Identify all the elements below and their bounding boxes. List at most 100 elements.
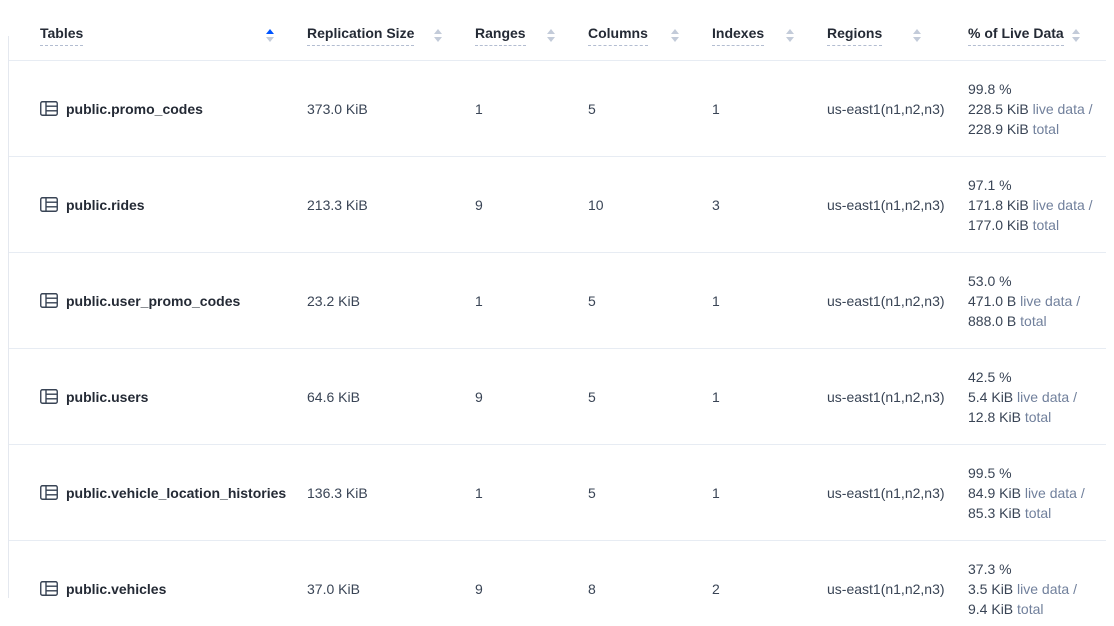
- live-data-percent: 37.3 %: [968, 560, 1012, 577]
- total-data-suffix: total: [1024, 408, 1052, 425]
- indexes-cell: 3: [703, 156, 818, 253]
- total-data-suffix: total: [1024, 504, 1052, 521]
- live-data-size-line: 228.5 KiB live data /: [968, 99, 1093, 119]
- database-tables-table: Tables Replication Size Ranges: [8, 10, 1106, 626]
- table-name-link[interactable]: public.rides: [66, 196, 145, 213]
- live-data-suffix: live data /: [1024, 484, 1085, 501]
- live-data-size-line: 84.9 KiB live data /: [968, 483, 1085, 503]
- live-data-cell: 42.5 % 5.4 KiB live data / 12.8 KiB tota…: [945, 348, 1106, 445]
- live-data-size: 3.5 KiB: [968, 580, 1014, 597]
- live-data-suffix: live data /: [1032, 100, 1093, 117]
- total-data-size: 228.9 KiB: [968, 120, 1029, 137]
- total-data-size-line: 888.0 B total: [968, 311, 1076, 331]
- live-data-cell: 97.1 % 171.8 KiB live data / 177.0 KiB t…: [945, 156, 1106, 253]
- column-header-tables[interactable]: Tables: [8, 10, 298, 61]
- live-data-size: 471.0 B: [968, 292, 1017, 309]
- columns-cell: 5: [579, 348, 703, 445]
- live-data-percent: 99.8 %: [968, 80, 1012, 97]
- total-data-suffix: total: [1032, 216, 1060, 233]
- total-data-size: 85.3 KiB: [968, 504, 1021, 521]
- live-data-size: 5.4 KiB: [968, 388, 1014, 405]
- table-row[interactable]: public.user_promo_codes 23.2 KiB 1 5 1 u…: [8, 252, 1106, 349]
- table-name-cell: public.users: [8, 348, 298, 445]
- live-data-size-line: 471.0 B live data /: [968, 291, 1080, 311]
- columns-cell: 5: [579, 444, 703, 541]
- column-header-replication-size-label: Replication Size: [307, 25, 415, 46]
- column-header-live-data-label: % of Live Data: [968, 25, 1064, 46]
- sort-arrows-icon[interactable]: [786, 28, 794, 42]
- column-header-indexes[interactable]: Indexes: [703, 10, 818, 61]
- database-tables-page: Tables Replication Size Ranges: [0, 10, 1114, 626]
- replication-size-cell: 373.0 KiB: [298, 60, 466, 157]
- column-header-columns[interactable]: Columns: [579, 10, 703, 61]
- ranges-cell: 1: [466, 60, 579, 157]
- indexes-cell: 1: [703, 60, 818, 157]
- live-data-cell: 37.3 % 3.5 KiB live data / 9.4 KiB total: [945, 540, 1106, 626]
- column-header-ranges[interactable]: Ranges: [466, 10, 579, 61]
- ranges-cell: 1: [466, 252, 579, 349]
- table-grid-icon: [40, 101, 58, 116]
- indexes-cell: 1: [703, 444, 818, 541]
- regions-cell: us-east1(n1,n2,n3): [818, 444, 945, 541]
- columns-cell: 5: [579, 60, 703, 157]
- live-data-suffix: live data /: [1032, 196, 1093, 213]
- indexes-cell: 1: [703, 348, 818, 445]
- total-data-size: 9.4 KiB: [968, 600, 1014, 617]
- sort-arrows-icon[interactable]: [266, 28, 274, 42]
- table-name-link[interactable]: public.vehicles: [66, 580, 167, 597]
- live-data-size: 171.8 KiB: [968, 196, 1029, 213]
- live-data-percent: 53.0 %: [968, 272, 1012, 289]
- column-header-ranges-label: Ranges: [475, 25, 526, 46]
- table-grid-icon: [40, 197, 58, 212]
- table-name-cell: public.rides: [8, 156, 298, 253]
- regions-cell: us-east1(n1,n2,n3): [818, 348, 945, 445]
- replication-size-cell: 213.3 KiB: [298, 156, 466, 253]
- regions-cell: us-east1(n1,n2,n3): [818, 540, 945, 626]
- table-row[interactable]: public.vehicle_location_histories 136.3 …: [8, 444, 1106, 541]
- indexes-cell: 1: [703, 252, 818, 349]
- sort-arrows-icon[interactable]: [913, 28, 921, 42]
- table-name-link[interactable]: public.vehicle_location_histories: [66, 484, 287, 501]
- sort-arrows-icon[interactable]: [434, 28, 442, 42]
- columns-cell: 8: [579, 540, 703, 626]
- sort-arrows-icon[interactable]: [547, 28, 555, 42]
- table-name-cell: public.promo_codes: [8, 60, 298, 157]
- total-data-suffix: total: [1032, 120, 1060, 137]
- live-data-size: 84.9 KiB: [968, 484, 1021, 501]
- live-data-size-line: 171.8 KiB live data /: [968, 195, 1093, 215]
- live-data-size-line: 5.4 KiB live data /: [968, 387, 1077, 407]
- live-data-cell: 99.8 % 228.5 KiB live data / 228.9 KiB t…: [945, 60, 1106, 157]
- replication-size-cell: 23.2 KiB: [298, 252, 466, 349]
- table-name-link[interactable]: public.promo_codes: [66, 100, 203, 117]
- ranges-cell: 9: [466, 540, 579, 626]
- columns-cell: 10: [579, 156, 703, 253]
- total-data-suffix: total: [1017, 600, 1044, 617]
- table-grid-icon: [40, 485, 58, 500]
- live-data-percent: 99.5 %: [968, 464, 1012, 481]
- column-header-replication-size[interactable]: Replication Size: [298, 10, 466, 61]
- table-body: public.promo_codes 373.0 KiB 1 5 1 us-ea…: [8, 60, 1106, 626]
- table-name-link[interactable]: public.user_promo_codes: [66, 292, 241, 309]
- total-data-size: 888.0 B: [968, 312, 1017, 329]
- live-data-suffix: live data /: [1017, 388, 1077, 405]
- sort-arrows-icon[interactable]: [1071, 28, 1080, 42]
- total-data-size-line: 9.4 KiB total: [968, 599, 1076, 619]
- live-data-size: 228.5 KiB: [968, 100, 1029, 117]
- total-data-suffix: total: [1020, 312, 1047, 329]
- column-header-regions[interactable]: Regions: [818, 10, 945, 61]
- table-row[interactable]: public.rides 213.3 KiB 9 10 3 us-east1(n…: [8, 156, 1106, 253]
- column-header-live-data[interactable]: % of Live Data: [945, 10, 1106, 61]
- table-grid-icon: [40, 581, 58, 596]
- regions-cell: us-east1(n1,n2,n3): [818, 252, 945, 349]
- table-name-cell: public.vehicles: [8, 540, 298, 626]
- table-row[interactable]: public.users 64.6 KiB 9 5 1 us-east1(n1,…: [8, 348, 1106, 445]
- indexes-cell: 2: [703, 540, 818, 626]
- table-name-link[interactable]: public.users: [66, 388, 149, 405]
- column-header-regions-label: Regions: [827, 25, 883, 46]
- live-data-suffix: live data /: [1017, 580, 1077, 597]
- replication-size-cell: 136.3 KiB: [298, 444, 466, 541]
- table-row[interactable]: public.vehicles 37.0 KiB 9 8 2 us-east1(…: [8, 540, 1106, 626]
- table-grid-icon: [40, 389, 58, 404]
- table-row[interactable]: public.promo_codes 373.0 KiB 1 5 1 us-ea…: [8, 60, 1106, 157]
- sort-arrows-icon[interactable]: [671, 28, 679, 42]
